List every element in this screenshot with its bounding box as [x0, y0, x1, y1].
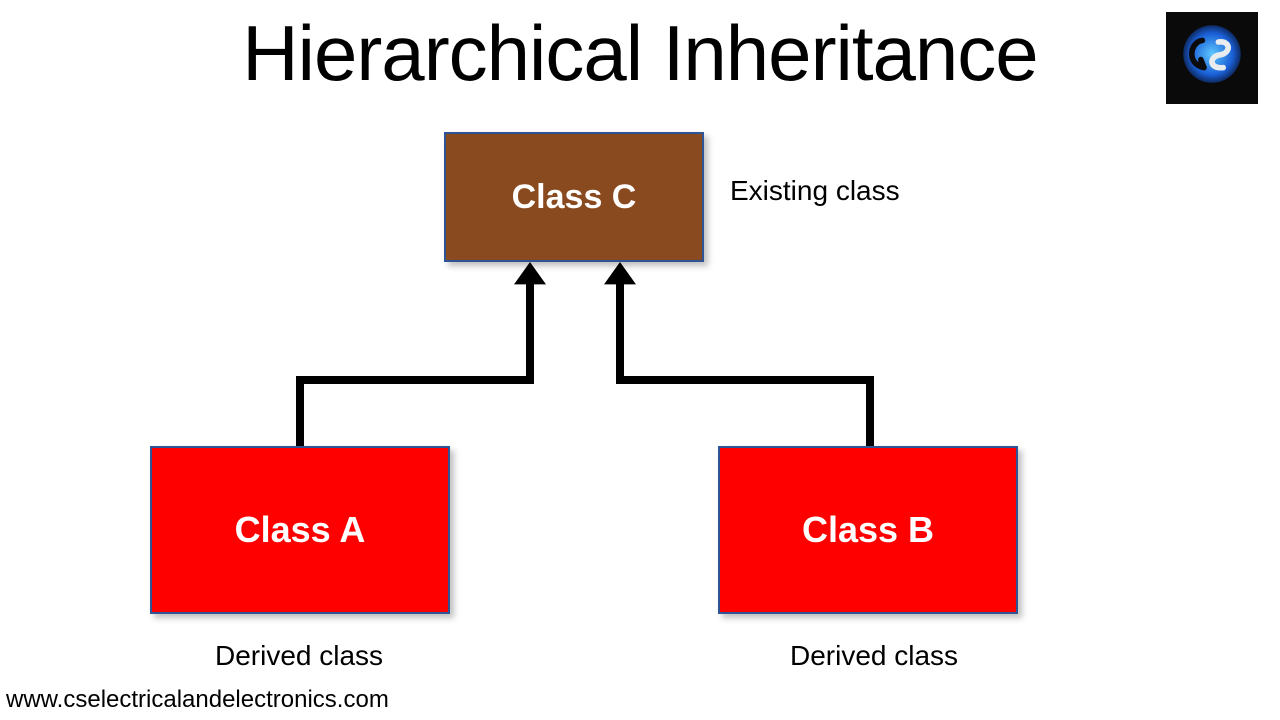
node-class-c: Class C — [444, 132, 704, 262]
website-url: www.cselectricalandelectronics.com — [6, 686, 389, 714]
node-class-a: Class A — [150, 446, 450, 614]
node-label: Class C — [512, 178, 637, 217]
site-logo — [1166, 12, 1258, 104]
annotation-class-a: Derived class — [215, 640, 383, 672]
arrowhead-icon — [604, 262, 636, 284]
arrowhead-icon — [514, 262, 546, 284]
annotation-class-c: Existing class — [730, 175, 900, 207]
node-class-b: Class B — [718, 446, 1018, 614]
edge-class-b-to-class-c — [620, 274, 870, 446]
cs-logo-icon — [1172, 18, 1252, 98]
node-label: Class A — [235, 509, 366, 551]
node-label: Class B — [802, 509, 934, 551]
annotation-class-b: Derived class — [790, 640, 958, 672]
edge-class-a-to-class-c — [300, 274, 530, 446]
page-title: Hierarchical Inheritance — [0, 8, 1280, 99]
